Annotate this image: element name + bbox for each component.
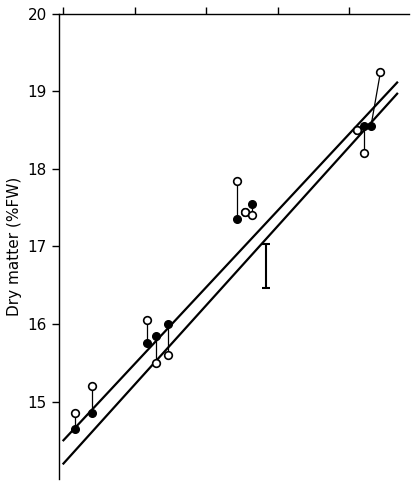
Y-axis label: Dry matter (%FW): Dry matter (%FW) bbox=[7, 177, 22, 316]
